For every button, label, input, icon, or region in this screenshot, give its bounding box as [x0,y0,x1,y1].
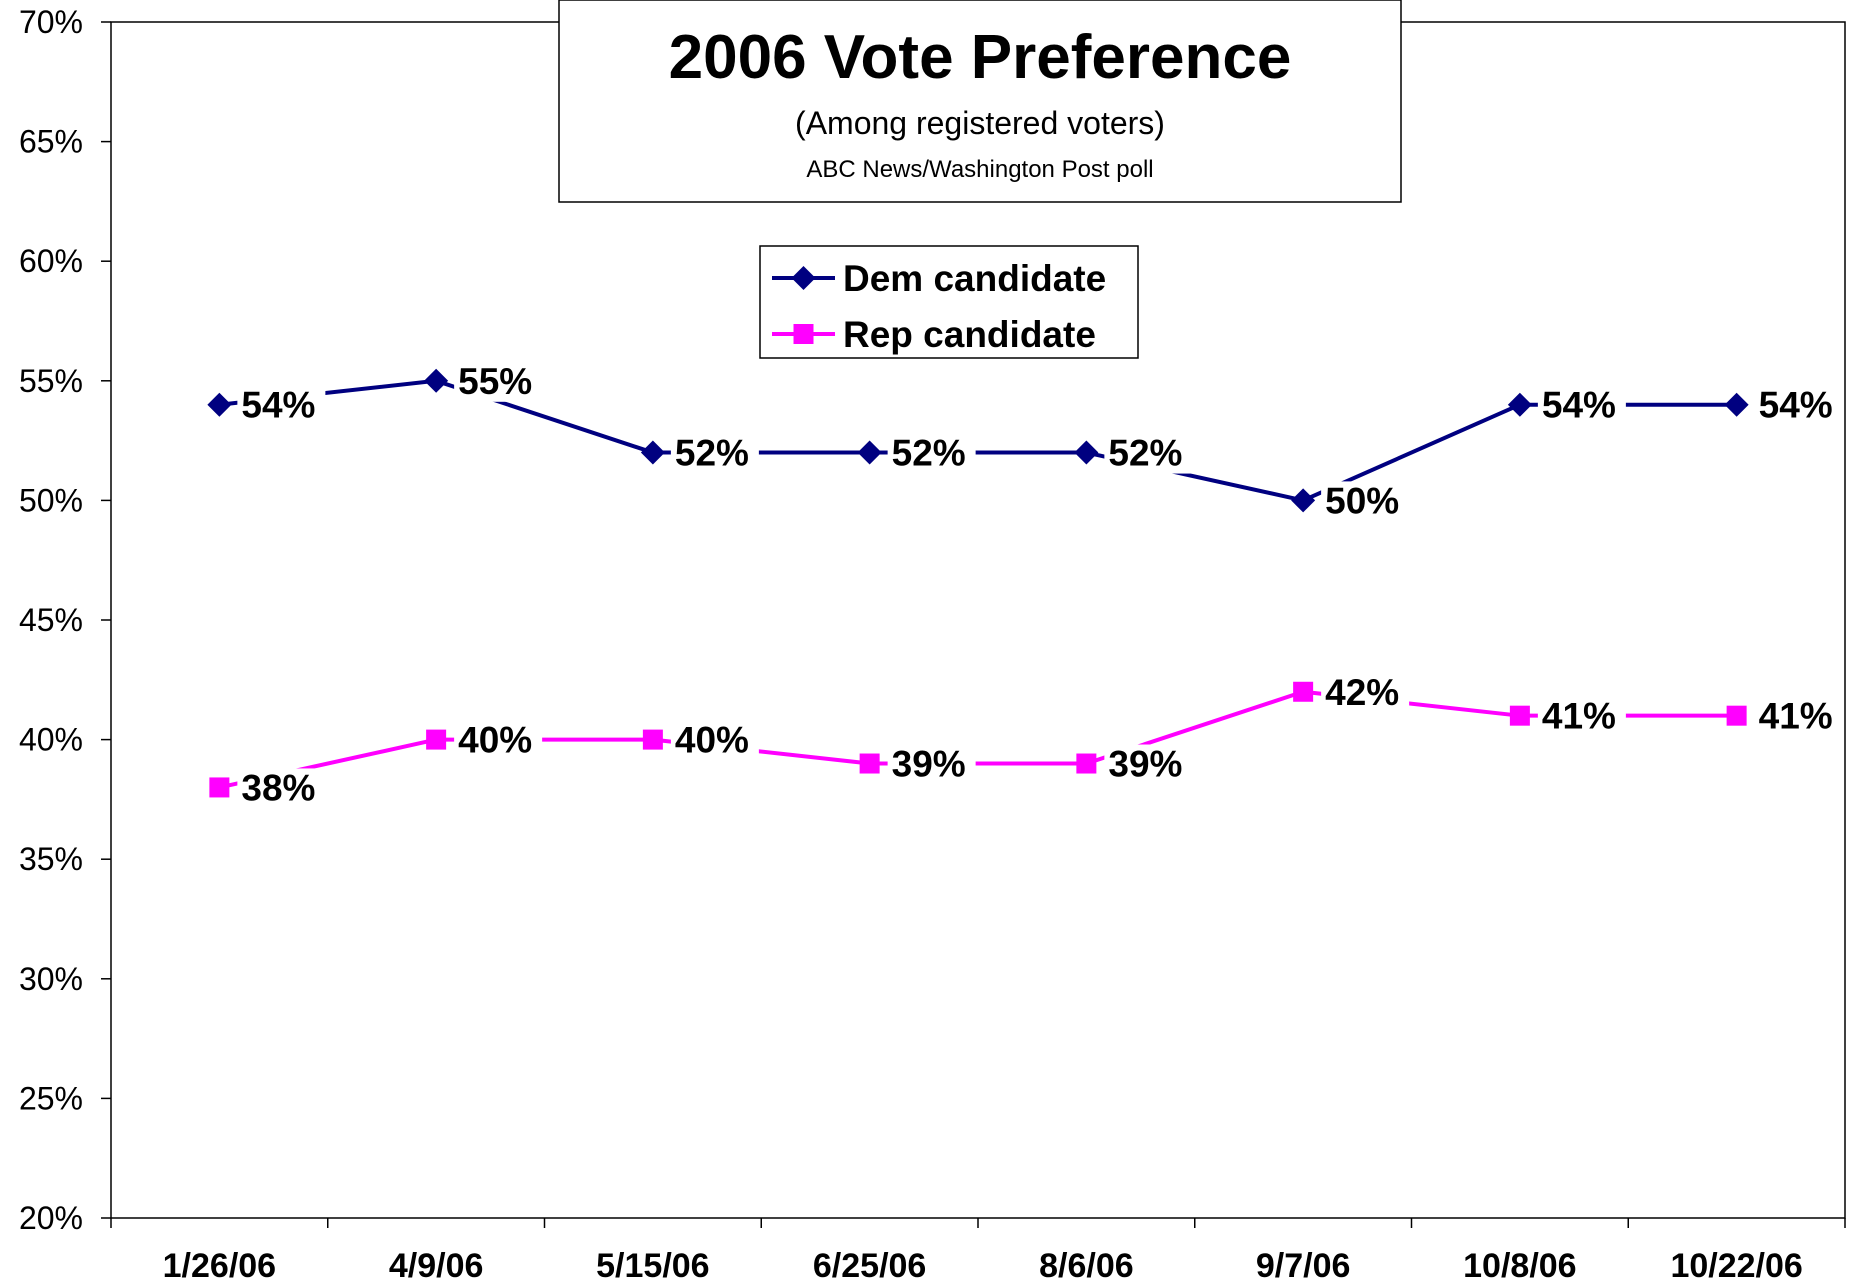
y-tick-label: 35% [19,841,83,877]
rep-point-marker [209,777,230,798]
dem-data-label: 52% [675,433,749,474]
dem-data-label: 54% [1759,385,1833,426]
title-box: 2006 Vote Preference (Among registered v… [558,0,1402,203]
y-tick-label: 25% [19,1080,83,1116]
dem-data-label: 50% [1325,480,1399,521]
y-tick-label: 65% [19,124,83,160]
rep-data-label: 42% [1325,672,1399,713]
data-label-background [454,720,543,761]
legend-frame [759,245,1139,359]
x-axis: 1/26/06 4/9/06 5/15/06 6/25/06 8/6/06 9/7/06 1… [110,1218,1846,1285]
x-tick-label: 6/25/06 [813,1247,926,1285]
data-label-background [670,720,759,761]
plot-area [110,21,1846,1219]
rep-point-marker [1509,705,1530,726]
dem-point-marker [1074,440,1099,465]
title-box-frame [558,0,1402,203]
series-dem: 54% 55% 52% 52% 52% 50% 54% 54% [207,361,1843,522]
x-tick-label: 10/8/06 [1463,1247,1576,1285]
rep-point-marker [426,729,447,750]
x-tick-label: 4/9/06 [389,1247,484,1285]
rep-point-marker [1726,705,1747,726]
rep-data-label: 40% [458,720,532,761]
data-label-group [237,361,1843,522]
dem-point-marker [1291,488,1316,513]
chart-subtitle: (Among registered voters) [795,105,1165,141]
data-label-background [1537,696,1626,737]
y-tick-label: 45% [19,602,83,638]
rep-point-marker [859,753,880,774]
rep-data-label: 39% [1108,744,1182,785]
dem-point-marker [857,440,882,465]
y-tick-label: 55% [19,363,83,399]
data-label-background [887,433,976,474]
data-label-background [1104,744,1193,785]
dem-point-marker [207,392,232,417]
x-tick-label: 8/6/06 [1039,1247,1134,1285]
dem-data-label: 55% [458,361,532,402]
rep-point-marker [1076,753,1097,774]
legend-label-rep: Rep candidate [843,314,1096,355]
dem-data-label: 54% [1542,385,1616,426]
rep-point-marker [1293,681,1314,702]
y-axis: 20% 25% 30% 35% 40% 45% 50% 55% 60% 65% 70% [19,4,111,1236]
rep-point-marker [642,729,663,750]
chart-source: ABC News/Washington Post poll [806,156,1153,183]
rep-data-label: 39% [892,744,966,785]
legend-item-rep: Rep candidate [772,314,1096,355]
data-label-background [1754,385,1843,426]
series-layer: 54% 55% 52% 52% 52% 50% 54% 54% 38% 40% 40% 39% 39% 4… [207,361,1843,809]
x-tick-label: 9/7/06 [1256,1247,1351,1285]
dem-data-label: 52% [1108,433,1182,474]
data-label-background [1754,696,1843,737]
data-label-background [1321,481,1410,522]
dem-point-marker [424,368,449,393]
y-tick-label: 20% [19,1200,83,1236]
y-tick-label: 30% [19,961,83,997]
y-tick-label: 50% [19,482,83,518]
rep-data-label: 40% [675,720,749,761]
data-label-background [1537,385,1626,426]
legend-square-marker [793,324,814,344]
chart-title: 2006 Vote Preference [669,23,1292,92]
data-label-background [887,744,976,785]
y-tick-label: 60% [19,243,83,279]
y-tick-label: 70% [19,4,83,40]
legend-item-dem: Dem candidate [772,258,1106,299]
data-label-background [1321,672,1410,713]
dem-data-label: 54% [241,385,315,426]
x-tick-label: 10/22/06 [1670,1247,1802,1285]
data-label-background [237,768,326,809]
data-label-group [237,672,1843,809]
x-tick-label: 1/26/06 [163,1247,276,1285]
series-rep: 38% 40% 40% 39% 39% 42% 41% 41% [209,672,1843,809]
dem-point-marker [1507,392,1532,417]
x-tick-label: 5/15/06 [596,1247,709,1285]
dem-point-marker [1724,392,1749,417]
y-tick-label: 40% [19,722,83,758]
legend: Dem candidate Rep candidate [759,245,1139,359]
dem-point-marker [640,440,665,465]
legend-diamond-marker [791,266,816,290]
data-label-background [237,385,326,426]
legend-label-dem: Dem candidate [843,258,1106,299]
data-label-background [670,433,759,474]
dem-data-label: 52% [892,433,966,474]
rep-data-label: 41% [1542,696,1616,737]
data-label-background [1104,433,1193,474]
rep-data-label: 41% [1759,696,1833,737]
data-label-background [454,361,543,402]
rep-data-label: 38% [241,767,315,808]
